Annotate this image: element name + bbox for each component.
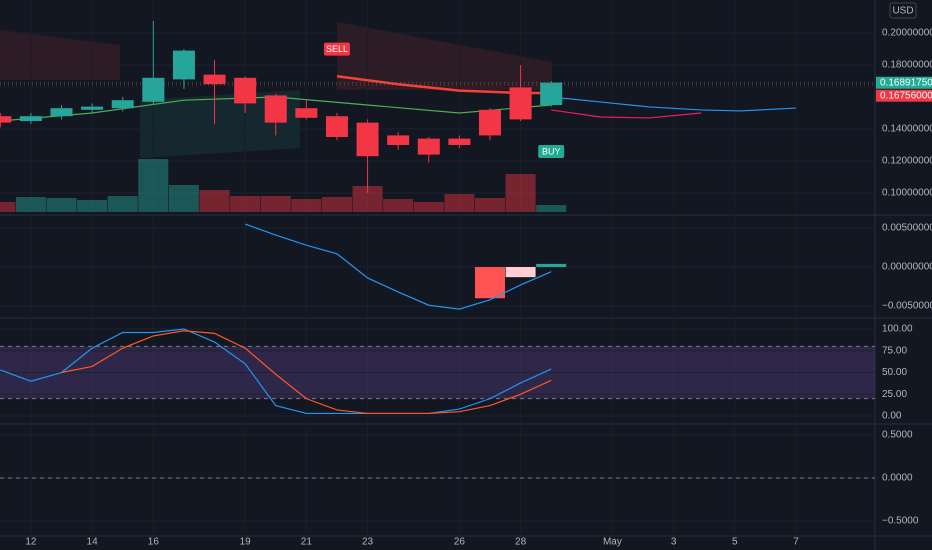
- y-tick-label: −0.00500000: [882, 301, 932, 312]
- volume-bar: [536, 205, 567, 212]
- y-tick-label: 0.14000000: [882, 124, 932, 135]
- candle-body: [325, 116, 348, 137]
- y-tick-label: 75.00: [882, 345, 907, 356]
- candle-body: [417, 138, 440, 155]
- candle-body: [19, 116, 42, 121]
- stoch-d: [61, 330, 552, 415]
- cloud: [0, 30, 120, 80]
- volume-bar: [0, 202, 16, 212]
- macd-histogram-bar: [536, 263, 567, 268]
- y-tick-label: −0.5000: [882, 516, 919, 527]
- cloud: [140, 90, 300, 158]
- x-tick-label: 21: [301, 537, 313, 548]
- candle-body: [295, 108, 318, 118]
- volume-bar: [138, 159, 169, 212]
- candle-body: [203, 74, 226, 85]
- candle-body: [448, 138, 471, 145]
- volume-bar: [168, 185, 199, 212]
- cloud: [337, 22, 552, 90]
- volume-bar: [321, 197, 352, 212]
- volume-bar: [413, 202, 444, 212]
- candle-body: [509, 87, 532, 120]
- candle-body: [172, 50, 195, 80]
- currency: USD: [892, 6, 913, 17]
- candle-body: [356, 122, 379, 157]
- macd-histogram-bar: [474, 267, 505, 299]
- candle-body: [387, 135, 410, 145]
- candle-body: [234, 77, 257, 104]
- y-tick-label: 0.5000: [882, 430, 913, 441]
- x-tick-label: 7: [793, 537, 799, 548]
- y-tick-label: 25.00: [882, 389, 907, 400]
- indicator-line: [551, 96, 797, 112]
- candle-body: [111, 100, 134, 109]
- y-tick-label: 0.00000000: [882, 262, 932, 273]
- signal-label: BUY: [542, 146, 561, 156]
- candle-body: [142, 77, 165, 102]
- price-label-box: [876, 89, 932, 102]
- volume-bar: [444, 194, 475, 212]
- price-label-box: [876, 76, 932, 89]
- y-tick-label: 50.00: [882, 367, 907, 378]
- volume-bar: [107, 196, 138, 212]
- candle-body: [478, 109, 501, 136]
- indicator-line: [551, 109, 702, 119]
- x-tick-label: 19: [240, 537, 252, 548]
- candle-body: [50, 108, 73, 117]
- x-tick-label: May: [603, 537, 622, 548]
- volume-bar: [77, 200, 108, 212]
- volume-bar: [260, 196, 291, 212]
- x-tick-label: 14: [87, 537, 99, 548]
- signal-label: SELL: [326, 44, 348, 54]
- x-tick-label: 12: [25, 537, 37, 548]
- volume-bar: [505, 174, 536, 212]
- x-tick-label: 28: [515, 537, 527, 548]
- y-tick-label: 0.18000000: [882, 60, 932, 71]
- y-tick-label: 0.00500000: [882, 223, 932, 234]
- price-label: 0.16891750: [880, 77, 932, 88]
- currency-box: [889, 2, 917, 19]
- x-tick-label: 23: [362, 537, 374, 548]
- candle-body: [0, 116, 12, 123]
- y-tick-label: 0.12000000: [882, 156, 932, 167]
- y-tick-label: 0.10000000: [882, 188, 932, 199]
- candle-body: [264, 95, 287, 123]
- candle-body: [81, 106, 104, 110]
- signal-bubble: [323, 42, 350, 56]
- stoch-k: [0, 328, 552, 415]
- x-tick-label: 3: [671, 537, 677, 548]
- volume-bar: [46, 198, 77, 212]
- x-tick-label: 5: [732, 537, 738, 548]
- macd-histogram-bar: [505, 267, 536, 278]
- signal-bubble: [538, 145, 565, 158]
- volume-bar: [474, 198, 505, 212]
- y-tick-label: 0.0000: [882, 473, 913, 484]
- macd-line: [244, 223, 552, 310]
- volume-bar: [230, 196, 261, 212]
- volume-bar: [15, 197, 46, 212]
- price-label: 0.16756000: [880, 90, 932, 101]
- y-tick-label: 0.00: [882, 411, 902, 422]
- candle-body: [540, 82, 563, 105]
- volume-bar: [199, 190, 230, 212]
- volume-bar: [291, 199, 322, 212]
- y-tick-label: 0.20000000: [882, 28, 932, 39]
- x-tick-label: 16: [148, 537, 160, 548]
- x-tick-label: 26: [454, 537, 466, 548]
- y-tick-label: 100.00: [882, 324, 913, 335]
- volume-bar: [383, 199, 414, 212]
